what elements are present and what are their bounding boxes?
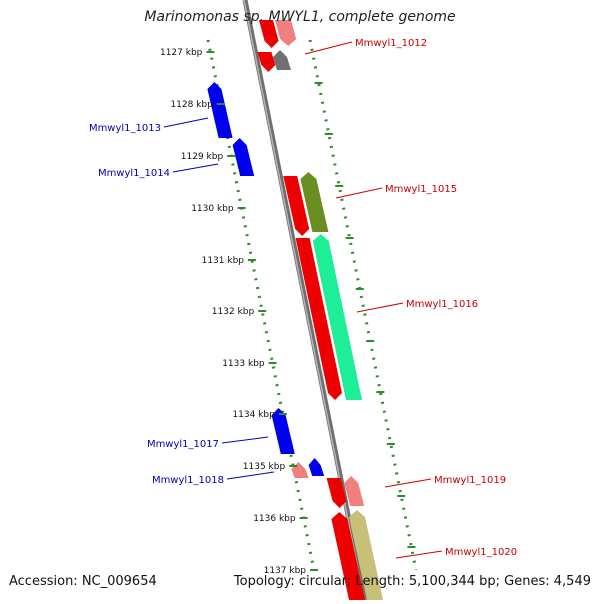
- gene-label-mmwyl1-1015[interactable]: Mmwyl1_1015: [385, 184, 457, 195]
- gene-label-mmwyl1-1014[interactable]: Mmwyl1_1014: [98, 168, 170, 179]
- gene-leader-line: [221, 436, 269, 444]
- position-label: 1133 kbp: [222, 359, 265, 369]
- cds-mmwyl1-1014: [232, 138, 255, 176]
- position-label: 1132 kbp: [212, 307, 255, 317]
- gene-label-mmwyl1-1016[interactable]: Mmwyl1_1016: [406, 299, 478, 310]
- cds-mmwyl1-1020: [331, 512, 365, 600]
- feature-blocks: [207, 20, 383, 600]
- gene-leader-line: [335, 187, 383, 199]
- gene-label-mmwyl1-1013[interactable]: Mmwyl1_1013: [89, 123, 161, 134]
- gene-mmwyl1-1020: [349, 510, 383, 600]
- position-label: 1135 kbp: [243, 462, 286, 472]
- position-label: 1136 kbp: [253, 514, 296, 524]
- gene-leader-line: [356, 302, 404, 313]
- position-label: 1130 kbp: [191, 204, 234, 214]
- position-label: 1131 kbp: [202, 256, 245, 266]
- cds-mmwyl1-1012-top: [259, 20, 279, 48]
- cds-mmwyl1-1012: [257, 52, 276, 72]
- backbone-line: [242, 0, 368, 601]
- cds-mmwyl1-1019: [326, 478, 347, 508]
- gene-label-mmwyl1-1018[interactable]: Mmwyl1_1018: [152, 475, 224, 486]
- position-label: 1127 kbp: [160, 48, 203, 58]
- position-ticks: 1127 kbp 1128 kbp 1129 kbp 1130 kbp 1131 kbp…: [160, 48, 416, 576]
- rna-mmwyl1-1012-top: [275, 20, 297, 46]
- cds-mmwyl1-1018: [308, 458, 325, 476]
- gene-label-mmwyl1-1012[interactable]: Mmwyl1_1012: [355, 38, 427, 49]
- position-label: 1137 kbp: [264, 566, 307, 576]
- rna-mmwyl1-1019: [344, 476, 365, 506]
- gene-leader-line: [395, 550, 443, 559]
- gene-label-mmwyl1-1017[interactable]: Mmwyl1_1017: [147, 439, 219, 450]
- position-label: 1134 kbp: [232, 410, 275, 420]
- position-label: 1129 kbp: [181, 152, 224, 162]
- cds-mmwyl1-1016: [295, 238, 342, 400]
- backbone-highlight: [243, 0, 365, 601]
- forward-tick-track: [308, 39, 418, 571]
- gene-labels: Mmwyl1_1012 Mmwyl1_1013 Mmwyl1_1014 Mmwyl1_…: [89, 38, 517, 559]
- gene-block-grey: [273, 50, 291, 70]
- position-label: 1128 kbp: [170, 100, 213, 110]
- cds-mmwyl1-1017: [271, 408, 295, 454]
- genome-backbone: [242, 0, 368, 601]
- gene-mmwyl1-1016: [312, 234, 362, 400]
- gene-leader-line: [163, 117, 209, 128]
- map-title: Marinomonas sp. MWYL1, complete genome: [144, 9, 456, 25]
- genome-summary-text: Topology: circular; Length: 5,100,344 bp…: [233, 574, 591, 589]
- gene-label-mmwyl1-1019[interactable]: Mmwyl1_1019: [434, 475, 506, 486]
- gene-leader-line: [226, 471, 275, 480]
- cds-mmwyl1-1015: [283, 176, 310, 236]
- gene-leader-line: [172, 163, 219, 173]
- gene-mmwyl1-1015: [300, 172, 329, 232]
- gene-label-mmwyl1-1020[interactable]: Mmwyl1_1020: [445, 547, 517, 558]
- cds-mmwyl1-1013: [207, 82, 233, 138]
- gene-leader-line: [304, 41, 353, 55]
- gene-leader-line: [384, 478, 432, 488]
- accession-text: Accession: NC_009654: [9, 574, 157, 589]
